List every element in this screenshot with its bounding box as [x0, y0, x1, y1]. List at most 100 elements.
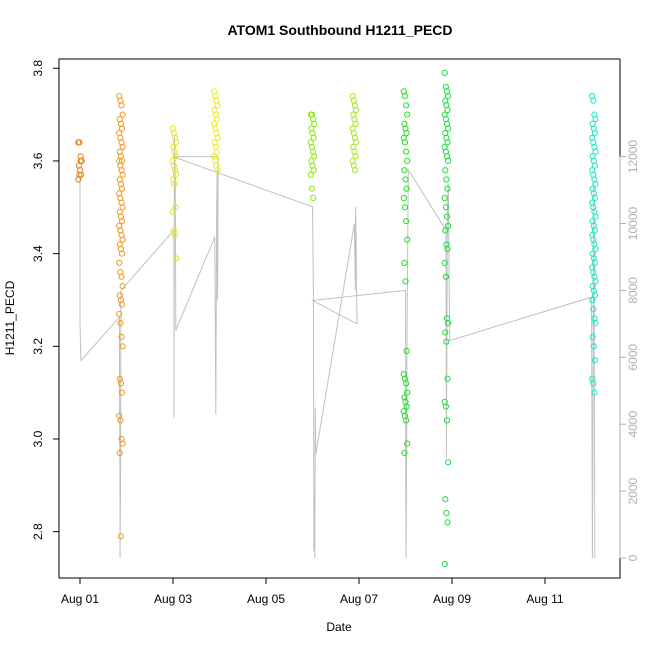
data-point	[445, 459, 452, 466]
x-tick-label: Aug 05	[247, 592, 285, 606]
y2-tick-label: 12000	[626, 140, 640, 174]
x-axis: Aug 01 Aug 03 Aug 05 Aug 07 Aug 09 Aug 11	[61, 577, 564, 606]
data-point	[401, 167, 408, 174]
y2-tick-label: 0	[626, 554, 640, 561]
data-point	[118, 301, 126, 308]
y2-tick-label: 6000	[626, 344, 640, 371]
data-point	[441, 69, 448, 77]
data-point	[403, 218, 410, 225]
y-tick-label: 3.0	[31, 430, 45, 447]
data-point	[310, 167, 317, 174]
data-point	[403, 185, 410, 192]
data-point	[118, 218, 126, 225]
data-point	[352, 153, 359, 160]
data-point	[403, 148, 410, 155]
data-point	[444, 375, 451, 382]
data-point	[118, 102, 125, 109]
data-point	[76, 139, 83, 146]
data-point	[592, 116, 599, 123]
data-point	[352, 120, 359, 128]
y-tick-label: 3.6	[31, 152, 45, 169]
y2-tick-label: 4000	[626, 411, 640, 438]
data-point	[400, 194, 407, 202]
data-point	[116, 449, 123, 456]
data-point	[116, 310, 123, 317]
x-tick-label: Aug 09	[433, 592, 471, 606]
data-point	[404, 236, 411, 243]
data-point	[443, 213, 451, 220]
data-point	[173, 139, 180, 146]
data-point	[444, 185, 451, 192]
data-point	[442, 167, 449, 174]
data-point	[119, 440, 126, 447]
data-point	[118, 185, 126, 192]
data-point	[119, 111, 126, 118]
data-point	[308, 185, 315, 192]
data-point	[119, 204, 126, 211]
data-point	[403, 347, 410, 354]
data-point	[589, 296, 596, 304]
y2-tick-label: 10000	[626, 206, 640, 240]
data-point	[351, 167, 358, 174]
x-tick-label: Aug 11	[526, 592, 563, 606]
y-tick-label: 2.8	[31, 523, 45, 540]
data-point	[443, 338, 450, 345]
data-point	[590, 380, 597, 387]
y2-tick-label: 2000	[626, 477, 640, 504]
y-axis: 2.8 3.0 3.2 3.4 3.6 3.8	[31, 60, 60, 540]
data-point	[404, 389, 411, 396]
secondary-line-layer	[79, 136, 596, 559]
data-point	[118, 125, 126, 132]
data-point	[119, 143, 126, 151]
data-point	[77, 157, 84, 164]
data-point	[119, 343, 126, 350]
data-point	[213, 116, 220, 123]
data-point	[214, 102, 221, 109]
y-axis-label: H1211_PECD	[3, 280, 17, 355]
data-point	[307, 171, 314, 178]
data-point	[173, 171, 180, 178]
data-point	[169, 208, 176, 215]
data-point	[401, 139, 408, 146]
data-point	[591, 227, 599, 234]
points-layer	[75, 69, 599, 568]
chart-title: ATOM1 Southbound H1211_PECD	[227, 22, 452, 38]
data-point	[445, 222, 452, 229]
data-point	[442, 204, 449, 211]
data-point	[172, 204, 179, 211]
data-point	[441, 259, 448, 266]
y2-axis: 0 2000 4000 6000 8000 10000 12000	[619, 140, 640, 561]
data-point	[445, 93, 452, 100]
data-point	[401, 259, 408, 266]
data-point	[118, 389, 126, 396]
data-point	[591, 357, 599, 364]
data-point	[117, 533, 125, 540]
data-point	[118, 250, 126, 257]
data-point	[592, 148, 599, 155]
data-point	[404, 157, 411, 164]
data-point	[310, 194, 317, 202]
data-point	[404, 440, 411, 447]
data-point	[403, 417, 410, 424]
data-point	[445, 157, 452, 164]
x-tick-label: Aug 03	[154, 592, 192, 606]
data-point	[442, 403, 449, 410]
data-point	[591, 194, 599, 202]
data-point	[404, 111, 411, 118]
data-point	[591, 292, 599, 299]
data-point	[443, 509, 450, 517]
data-point	[213, 148, 220, 155]
data-point	[311, 120, 318, 128]
x-tick-label: Aug 07	[340, 592, 378, 606]
data-point	[445, 125, 452, 132]
data-point	[352, 106, 360, 114]
y-tick-label: 3.4	[31, 245, 45, 262]
y-tick-label: 3.2	[31, 338, 45, 355]
data-point	[592, 278, 599, 285]
secondary-series-line	[79, 136, 596, 559]
data-point	[119, 236, 126, 243]
data-point	[591, 130, 599, 137]
data-point	[591, 389, 598, 396]
data-point	[591, 259, 599, 266]
